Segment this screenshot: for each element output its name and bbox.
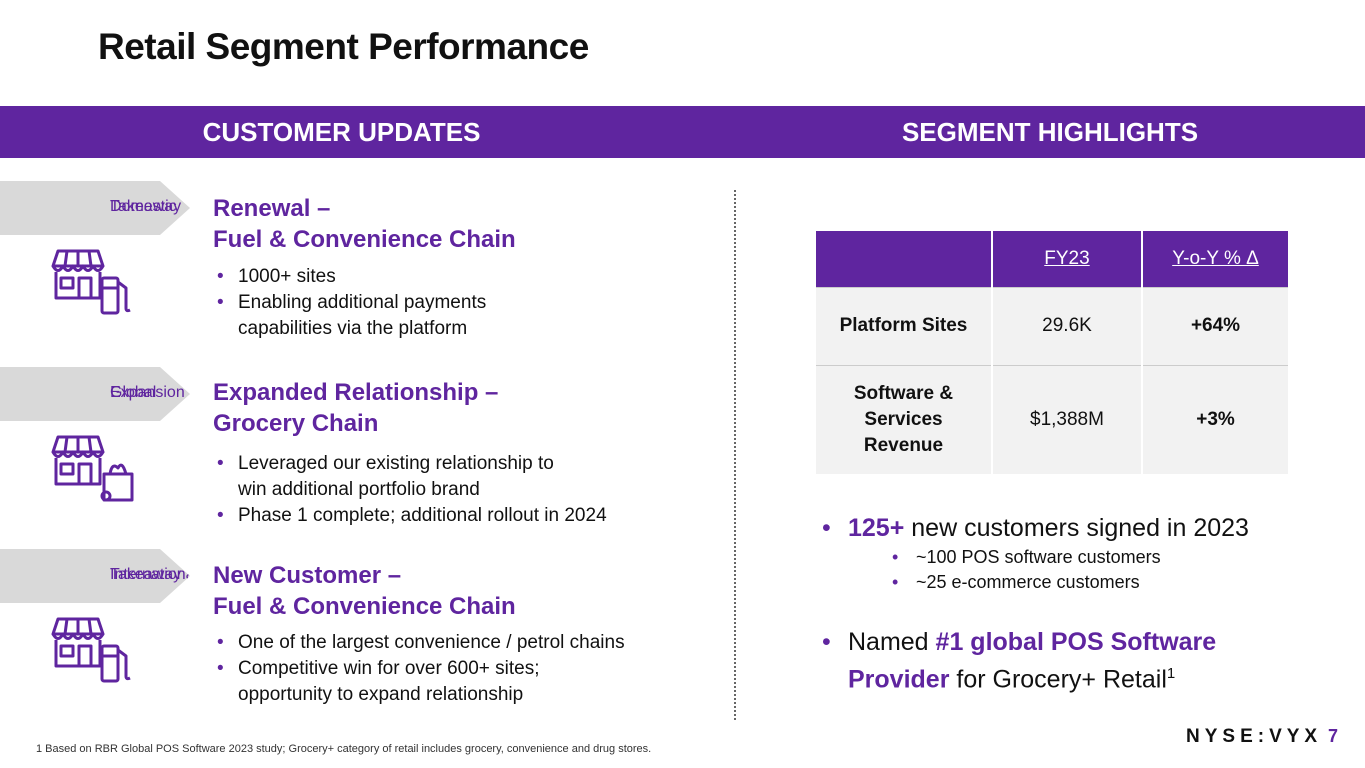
store-fuel-pump-icon	[51, 617, 131, 683]
store-grocery-bag-icon	[51, 435, 134, 502]
list-item: ~100 POS software customers	[892, 545, 1161, 570]
list-item: Leveraged our existing relationship to	[217, 451, 607, 477]
customer-2-bullets: Leveraged our existing relationship to w…	[217, 451, 607, 529]
list-item: Phase 1 complete; additional rollout in …	[217, 503, 607, 529]
table-header-fy23: FY23	[991, 231, 1142, 287]
segment-stats-table: FY23 Y-o-Y % Δ Platform Sites 29.6K +64%…	[816, 231, 1288, 474]
highlight-sub-bullets: ~100 POS software customers ~25 e-commer…	[892, 545, 1161, 595]
segment-highlights-header: SEGMENT HIGHLIGHTS	[901, 117, 1199, 147]
table-header-empty	[816, 231, 992, 287]
footnote: 1 Based on RBR Global POS Software 2023 …	[36, 743, 652, 755]
table-header-yoy: Y-o-Y % Δ	[1141, 231, 1288, 287]
store-fuel-pump-icon	[51, 249, 131, 315]
customer-3-bullets: One of the largest convenience / petrol …	[217, 630, 625, 708]
list-item: One of the largest convenience / petrol …	[217, 630, 625, 656]
customer-1-bullets: 1000+ sites Enabling additional payments…	[217, 264, 486, 342]
column-divider	[734, 190, 736, 720]
row-value: $1,388M	[991, 364, 1142, 474]
section-header-band: CUSTOMER UPDATES SEGMENT HIGHLIGHTS	[0, 106, 1365, 158]
list-item: ~25 e-commerce customers	[892, 570, 1161, 595]
list-item: capabilities via the platform	[238, 318, 468, 339]
list-item: 1000+ sites	[217, 264, 486, 290]
list-item: opportunity to expand relationship	[238, 684, 524, 705]
tag-international-takeaway: International Takeaway	[0, 549, 190, 603]
row-change: +3%	[1141, 364, 1288, 474]
list-item: Competitive win for over 600+ sites;	[217, 656, 625, 682]
page-title: Retail Segment Performance	[98, 26, 589, 67]
row-change: +64%	[1141, 286, 1288, 365]
logo: NYSE:VYX	[1186, 726, 1323, 747]
customer-updates-header: CUSTOMER UPDATES	[202, 117, 481, 147]
customer-2-title: Expanded Relationship – Grocery Chain	[213, 379, 499, 437]
list-item: win additional portfolio brand	[238, 479, 480, 500]
tag-domestic-takeaway: Domestic Takeaway	[0, 181, 190, 235]
table-row: Software & Services Revenue $1,388M +3%	[816, 364, 1288, 474]
table-row: Platform Sites 29.6K +64%	[816, 286, 1288, 365]
list-item: Enabling additional payments	[217, 290, 486, 316]
customer-1-title: Renewal – Fuel & Convenience Chain	[213, 195, 516, 253]
row-label: Platform Sites	[816, 286, 992, 365]
tag-global-expansion: Global Expansion	[0, 367, 190, 421]
page-number: 7	[1328, 726, 1339, 746]
highlight-new-customers: 125+ new customers signed in 2023	[822, 512, 1249, 544]
customer-3-title: New Customer – Fuel & Convenience Chain	[213, 562, 516, 620]
row-label: Software & Services Revenue	[816, 364, 992, 474]
row-value: 29.6K	[991, 286, 1142, 365]
